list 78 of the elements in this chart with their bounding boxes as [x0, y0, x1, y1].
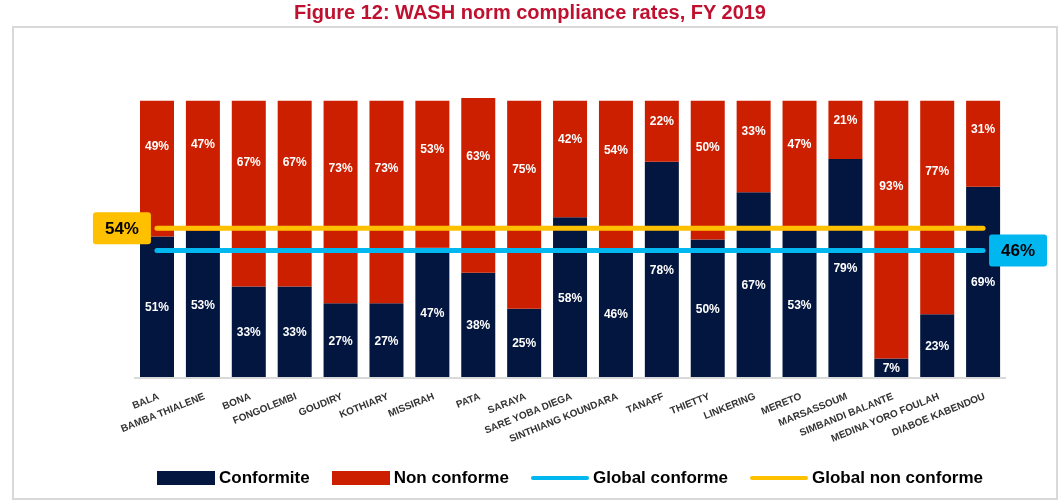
data-label: 54%	[104, 218, 139, 238]
data-label: 21%	[833, 112, 858, 127]
data-label: 31%	[971, 122, 996, 137]
bar	[553, 100, 588, 218]
data-label: 63%	[466, 148, 491, 163]
data-label: 23%	[925, 339, 950, 354]
bar	[185, 231, 220, 378]
text: Figure 12: WASH norm compliance rates, FY 2019	[293, 0, 767, 24]
data-label: 53%	[787, 297, 812, 312]
bar	[231, 100, 266, 287]
bar	[461, 272, 496, 378]
bar	[277, 286, 312, 378]
data-label: 33%	[741, 123, 766, 138]
bar	[598, 250, 633, 378]
data-label: 58%	[558, 290, 583, 305]
bar	[553, 217, 588, 378]
data-label: 50%	[695, 139, 721, 154]
bar	[140, 236, 174, 378]
data-label: 51%	[144, 300, 170, 315]
legend-label: Global conforme	[592, 468, 729, 488]
data-label: 7%	[882, 361, 901, 376]
data-label: 50%	[695, 301, 721, 316]
data-label: 46%	[1001, 240, 1036, 260]
data-label: 69%	[971, 275, 996, 290]
data-label: 75%	[512, 162, 537, 177]
data-label: 93%	[879, 178, 904, 193]
data-label: 67%	[236, 155, 262, 170]
bar	[736, 100, 771, 193]
bar	[828, 158, 863, 378]
bar	[736, 192, 771, 378]
data-label: 79%	[833, 261, 858, 276]
data-label: 22%	[649, 113, 675, 128]
data-label: 73%	[328, 160, 353, 175]
data-label: 54%	[603, 143, 629, 158]
legend-label: Global non conforme	[812, 468, 983, 488]
bar	[690, 239, 725, 378]
data-label: 67%	[741, 278, 766, 293]
bar	[323, 303, 358, 378]
bar	[231, 286, 266, 378]
bar	[507, 100, 542, 309]
data-label: 53%	[420, 142, 445, 157]
data-label: 27%	[374, 333, 399, 348]
data-label: 47%	[420, 305, 445, 320]
bar	[644, 100, 679, 162]
bar	[598, 100, 633, 251]
bar	[323, 100, 358, 304]
bar	[277, 100, 312, 287]
data-label: 47%	[787, 136, 812, 151]
data-label: 73%	[374, 160, 399, 175]
bar	[690, 100, 725, 240]
legend-label: Non conforme	[393, 468, 509, 488]
data-label: 49%	[144, 138, 170, 153]
bar	[920, 100, 955, 315]
data-label: 25%	[512, 336, 537, 351]
data-label: 77%	[925, 164, 950, 179]
data-label: 38%	[466, 318, 491, 333]
data-label: 47%	[190, 136, 216, 151]
bar	[782, 231, 817, 378]
bar	[828, 100, 863, 159]
data-label: 67%	[282, 155, 308, 170]
bar	[920, 314, 955, 378]
legend-label: Conformite	[219, 468, 310, 488]
x-tick-label: PATA	[454, 390, 482, 410]
bar	[461, 98, 496, 273]
bar	[966, 100, 1001, 187]
data-label: 78%	[649, 262, 675, 277]
bar	[369, 303, 404, 378]
bar	[415, 100, 450, 248]
bar	[644, 161, 679, 378]
data-label: 33%	[282, 325, 308, 340]
bar	[369, 100, 404, 304]
bar	[507, 308, 542, 378]
data-label: 42%	[558, 132, 583, 147]
bar	[874, 100, 909, 359]
data-label: 46%	[603, 307, 629, 322]
data-label: 27%	[328, 333, 353, 348]
data-label: 53%	[190, 297, 216, 312]
data-label: 33%	[236, 325, 262, 340]
